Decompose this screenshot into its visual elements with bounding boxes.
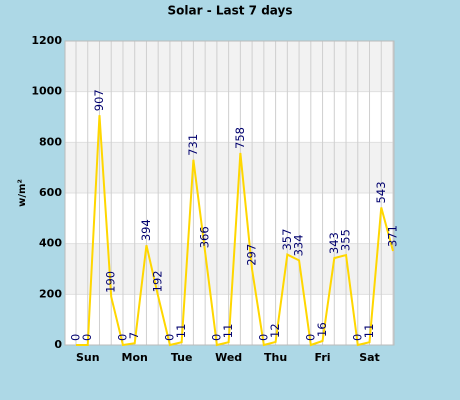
x-tick-label: Sat — [359, 351, 380, 364]
grid-band — [65, 41, 394, 92]
line — [76, 115, 394, 347]
y-axis-label: w/m² — [17, 179, 28, 207]
y-tick-label: 1200 — [31, 34, 62, 47]
data-label: 0 — [303, 334, 317, 341]
data-label: 12 — [268, 323, 282, 338]
data-label: 907 — [92, 89, 106, 111]
y-tick-label: 800 — [39, 135, 62, 148]
data-label: 11 — [174, 324, 188, 339]
data-label: 11 — [221, 324, 235, 339]
y-tick-label: 0 — [54, 338, 62, 351]
data-label: 297 — [245, 244, 259, 266]
data-label: 334 — [292, 234, 306, 256]
x-tick-label: Sun — [76, 351, 100, 364]
plot-border — [64, 40, 395, 346]
data-label: 0 — [80, 334, 94, 341]
x-tick-label: Fri — [315, 351, 331, 364]
data-label: 371 — [386, 225, 400, 247]
data-label: 366 — [198, 226, 212, 248]
x-tick-label: Thu — [264, 351, 287, 364]
y-tick-label: 600 — [39, 186, 62, 199]
x-tick-label: Mon — [122, 351, 148, 364]
chart-title: Solar - Last 7 days — [168, 4, 293, 18]
y-tick-label: 400 — [39, 237, 62, 250]
data-label: 357 — [280, 229, 294, 251]
data-label: 0 — [256, 334, 270, 341]
data-label: 0 — [162, 334, 176, 341]
data-label: 731 — [186, 134, 200, 156]
y-tick-label: 1000 — [31, 85, 62, 98]
data-label: 0 — [350, 334, 364, 341]
data-label: 543 — [374, 181, 388, 203]
data-label: 11 — [362, 324, 376, 339]
x-tick-label: Wed — [215, 351, 242, 364]
data-label: 343 — [327, 232, 341, 254]
data-label: 355 — [339, 229, 353, 251]
data-label: 0 — [209, 334, 223, 341]
data-label: 0 — [115, 334, 129, 341]
data-label: 190 — [104, 271, 118, 293]
x-tick-label: Tue — [171, 351, 193, 364]
y-tick-label: 200 — [39, 287, 62, 300]
data-label: 192 — [151, 270, 165, 292]
grid-band — [65, 142, 394, 193]
data-label: 758 — [233, 127, 247, 149]
data-label: 16 — [315, 322, 329, 337]
grid-band — [65, 243, 394, 295]
data-label: 7 — [127, 332, 141, 339]
data-label: 394 — [139, 219, 153, 241]
data-label: 0 — [69, 334, 83, 341]
